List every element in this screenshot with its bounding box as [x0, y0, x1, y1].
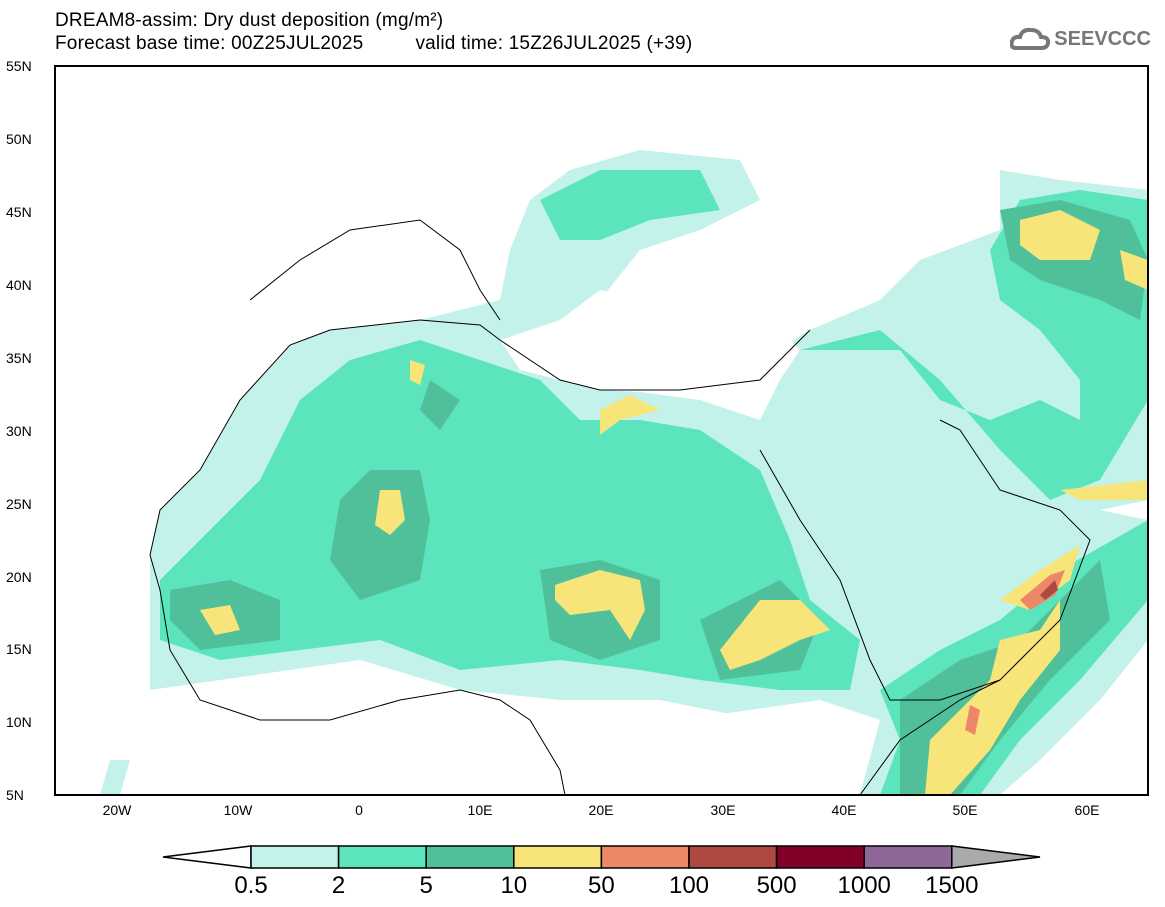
forecast-times: Forecast base time: 00Z25JUL2025 valid ti… — [55, 33, 692, 55]
colorbar-swatch — [425, 845, 515, 869]
lon-label: 20E — [588, 802, 614, 818]
lon-label: 50E — [952, 802, 978, 818]
colorbar-label: 100 — [668, 872, 710, 899]
figure-title: DREAM8-assim: Dry dust deposition (mg/m²… — [55, 10, 444, 31]
lat-label: 40N — [6, 277, 32, 293]
colorbar-label: 50 — [588, 872, 615, 899]
lat-label: 55N — [6, 58, 32, 74]
colorbar-label: 10 — [500, 872, 528, 899]
dust-level-10 — [200, 210, 1148, 795]
colorbar-swatch — [863, 845, 953, 869]
lon-label: 60E — [1074, 802, 1100, 818]
lat-label: 50N — [6, 131, 32, 147]
colorbar — [162, 845, 1041, 869]
base-time: Forecast base time: 00Z25JUL2025 — [55, 33, 364, 54]
dust-level-2 — [160, 170, 1148, 795]
lat-label: 35N — [6, 350, 32, 366]
colorbar-label: 0.5 — [234, 872, 268, 899]
lon-label: 40E — [831, 802, 857, 818]
lon-label: 20W — [102, 802, 132, 818]
colorbar-upper-arrow — [951, 845, 1041, 869]
logo-text: SEEVCCC — [1054, 27, 1151, 50]
dust-level-100 — [1040, 580, 1058, 600]
colorbar-swatch — [337, 845, 427, 869]
colorbar-swatch — [513, 845, 603, 869]
lat-label: 30N — [6, 423, 32, 439]
colorbar-swatch — [600, 845, 690, 869]
lat-label: 10N — [6, 714, 32, 730]
colorbar-label: 5 — [419, 872, 433, 899]
lat-label: 5N — [6, 787, 24, 803]
lon-label: 30E — [710, 802, 736, 818]
coastlines — [149, 219, 1091, 795]
lon-label: 0 — [355, 802, 363, 818]
lon-label: 10E — [467, 802, 493, 818]
colorbar-swatch — [250, 845, 340, 869]
seevccc-logo: SEEVCCC — [1010, 26, 1151, 52]
colorbar-label: 500 — [756, 872, 797, 899]
colorbar-swatch — [775, 845, 865, 869]
colorbar-lower-arrow — [162, 845, 252, 869]
cloud-icon — [1010, 27, 1051, 50]
lat-label: 20N — [6, 569, 32, 585]
lat-label: 45N — [6, 204, 32, 220]
colorbar-label: 1500 — [925, 872, 979, 899]
valid-time: valid time: 15Z26JUL2025 (+39) — [415, 33, 693, 54]
map-frame — [54, 65, 1149, 796]
colorbar-label: 1000 — [837, 872, 891, 899]
lat-label: 25N — [6, 496, 32, 512]
lon-label: 10W — [223, 802, 253, 818]
colorbar-label: 2 — [331, 872, 346, 899]
colorbar-swatch — [688, 845, 778, 869]
lat-label: 15N — [6, 641, 32, 657]
